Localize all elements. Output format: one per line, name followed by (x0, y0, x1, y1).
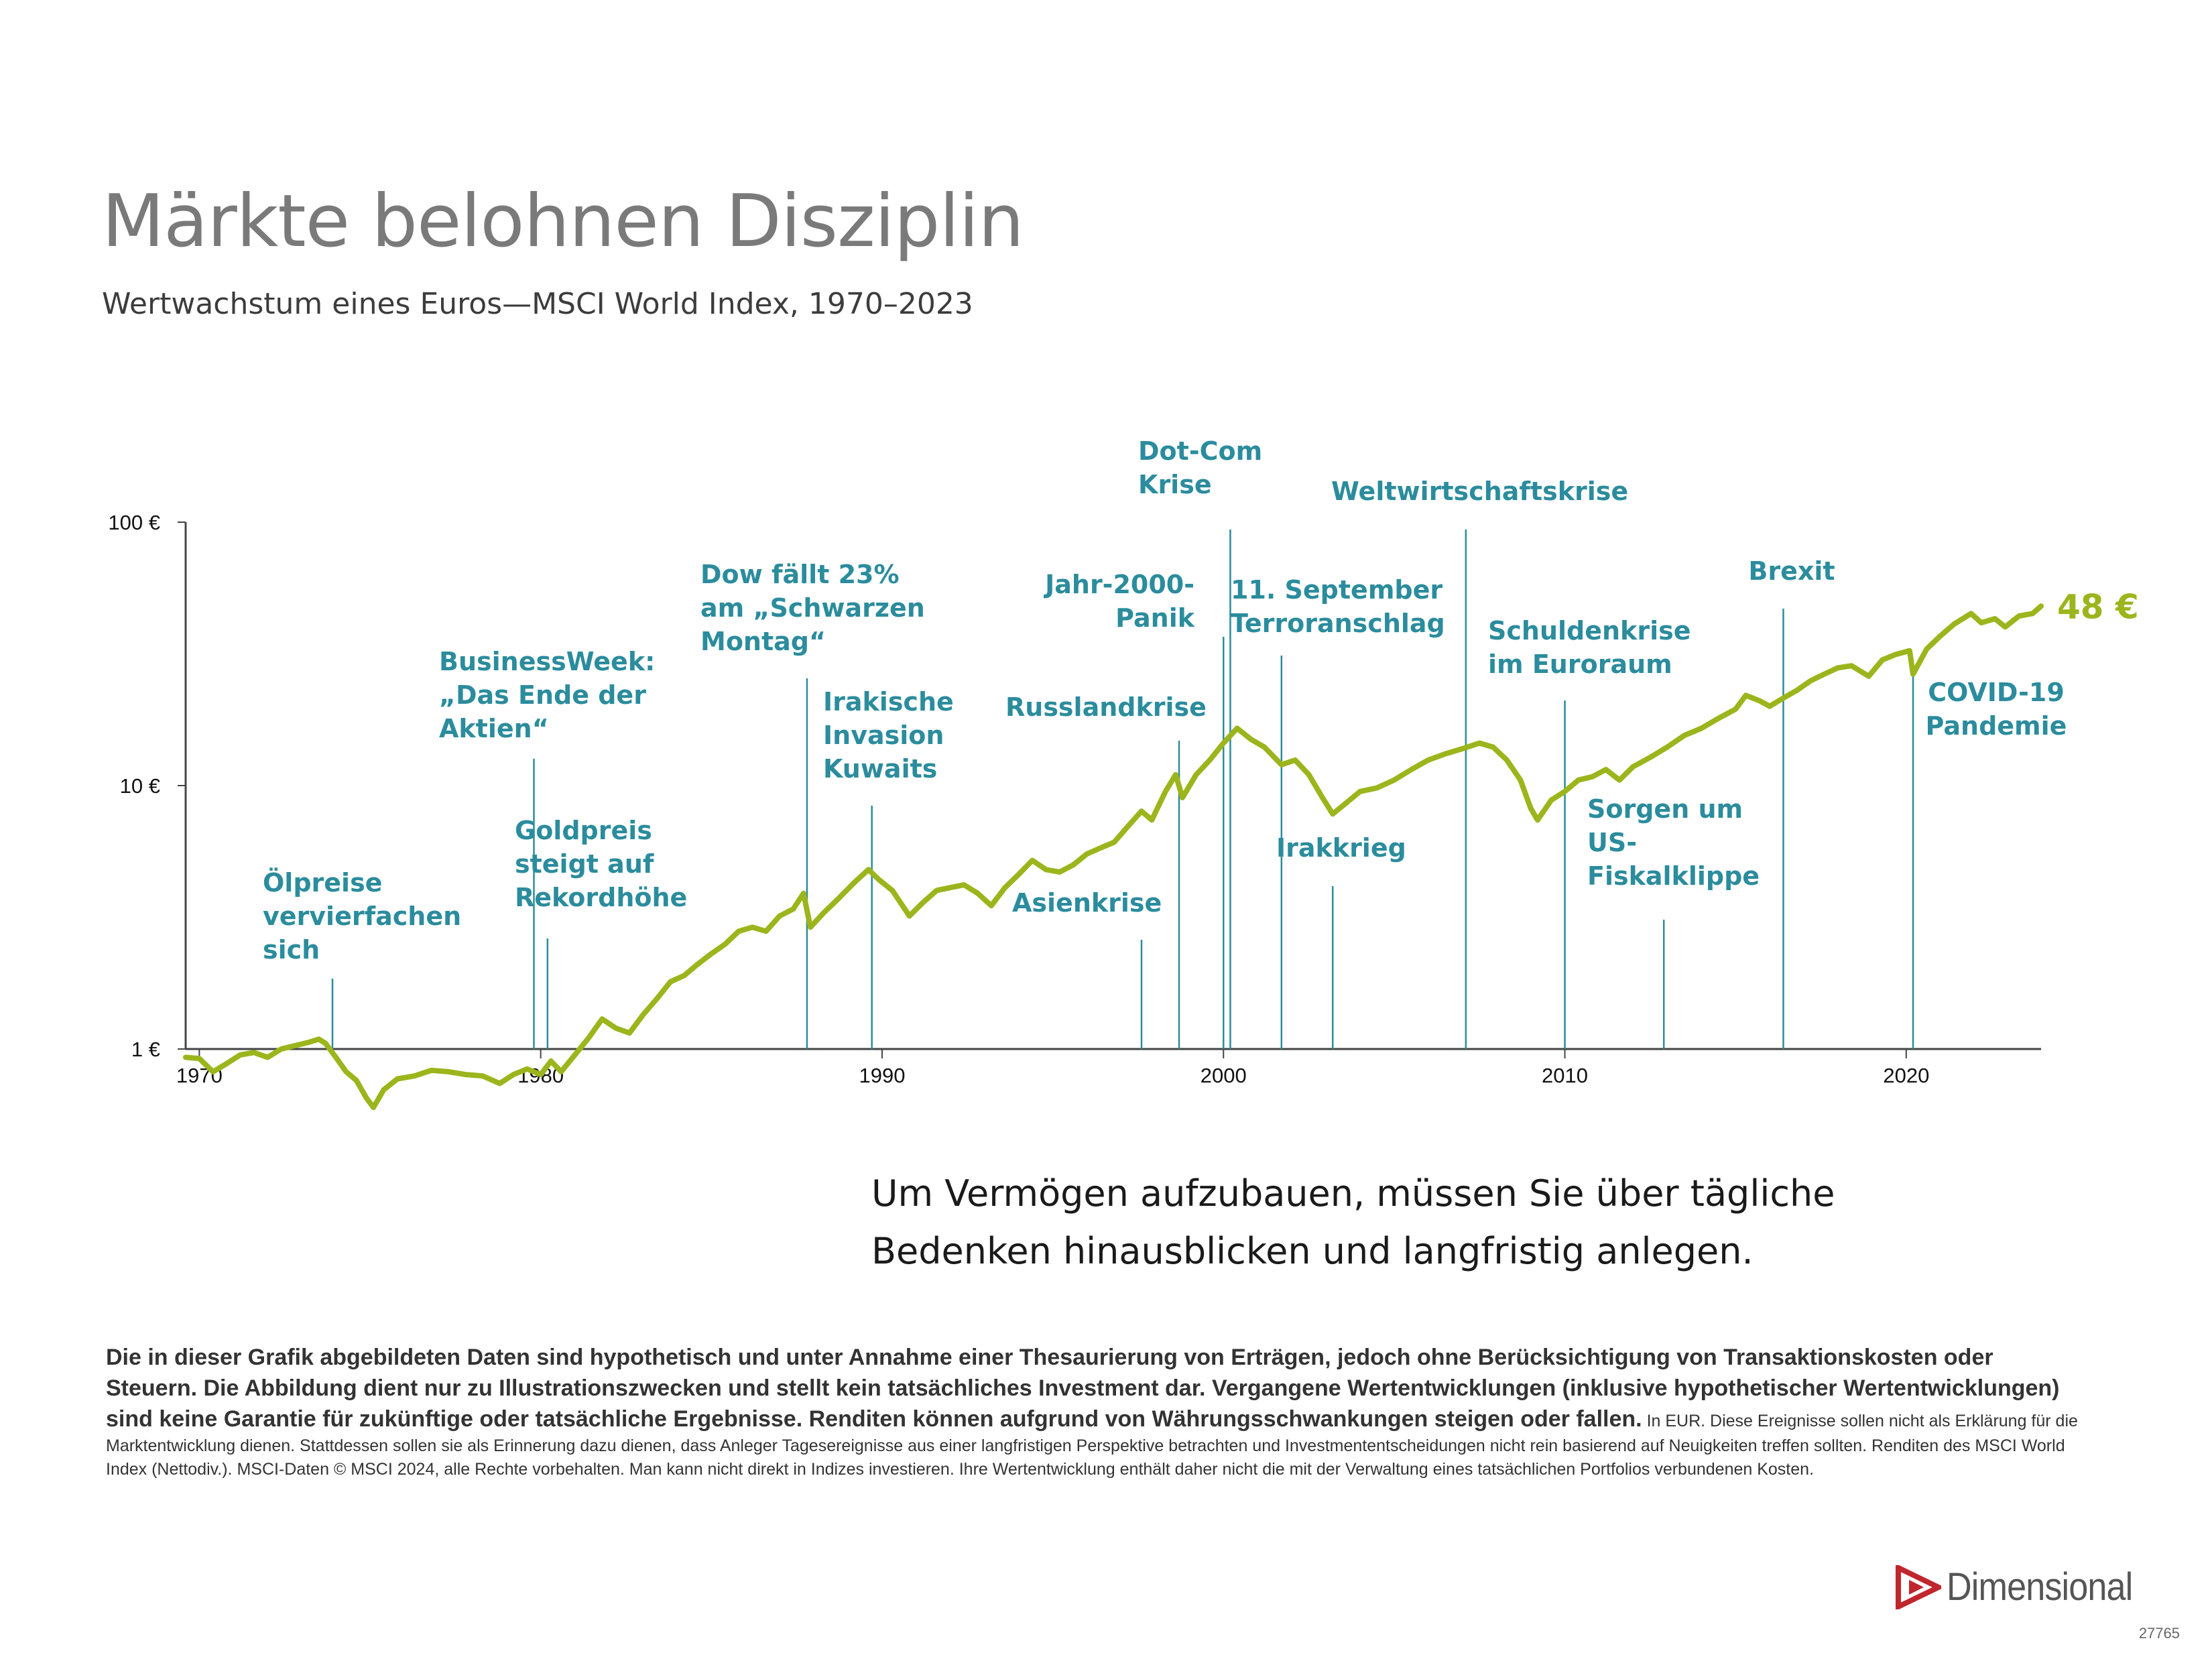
event-label: Irakische Invasion Kuwaits (823, 687, 954, 784)
event-label-line: Goldpreis (515, 816, 652, 845)
dimensional-logo: Dimensional (1896, 1564, 2153, 1609)
event-label-line: Ölpreise (263, 868, 382, 898)
event-label: Dot-Com Krise (1138, 436, 1262, 499)
event-label: Weltwirtschaftskrise (1331, 477, 1628, 506)
disclaimer-text: In EUR. Diese Ereignisse sollen nicht al… (106, 1412, 2078, 1479)
event-label-line: Schuldenkrise (1488, 616, 1691, 645)
key-message: Um Vermögen aufzubauen, müssen Sie über … (871, 1165, 2011, 1280)
event-label-line: „Das Ende der (439, 680, 646, 710)
event-label-line: Panik (1115, 603, 1195, 633)
disclaimer-bold: Die in dieser Grafik abgebildeten Daten … (106, 1345, 2060, 1432)
page-title: Märkte belohnen Disziplin (102, 180, 1024, 263)
event-label-line: am „Schwarzen (700, 593, 925, 623)
event-label-line: Jahr-2000- (1043, 570, 1194, 599)
event-label-line: Irakische (823, 687, 954, 717)
event-label-line: Fiskalklippe (1587, 861, 1760, 891)
event-label-line: Rekordhöhe (515, 883, 687, 912)
event-label-line: Dot-Com (1138, 436, 1262, 466)
event-label: Brexit (1748, 556, 1835, 586)
event-label-line: im Euroraum (1488, 650, 1672, 679)
key-message-line-1: Um Vermögen aufzubauen, müssen Sie über … (871, 1172, 1835, 1215)
event-label-line: Irakkrieg (1276, 833, 1406, 863)
dimensional-logo-text: Dimensional (1947, 1565, 2133, 1609)
chart-axes: 1 €10 €100 €1970 1980 1990 2000 2010 2020 (108, 511, 2041, 1087)
event-label-line: Invasion (823, 721, 944, 750)
end-value-label: 48 € (2057, 587, 2139, 626)
event-label-line: steigt auf (515, 849, 654, 879)
event-label-line: Pandemie (1926, 711, 2067, 741)
event-label: Irakkrieg (1276, 833, 1406, 863)
event-label: Asienkrise (1012, 888, 1162, 918)
event-label-line: Brexit (1748, 556, 1835, 586)
x-tick-label: 1990 (859, 1064, 905, 1087)
event-label-line: Russlandkrise (1005, 692, 1207, 722)
event-label-line: vervierfachen (263, 902, 461, 931)
event-label-line: Montag“ (700, 627, 826, 656)
event-label: Schuldenkrise im Euroraum (1488, 616, 1691, 679)
series-line (183, 603, 2044, 1111)
event-label: Russlandkrise (1005, 692, 1207, 722)
event-label: Dow fällt 23% am „Schwarzen Montag“ (700, 560, 925, 656)
event-label: Goldpreis steigt auf Rekordhöhe (515, 816, 687, 912)
disclaimer: Die in dieser Grafik abgebildeten Daten … (106, 1342, 2090, 1481)
event-markers: Ölpreise vervierfachen sich BusinessWeek: „D… (263, 436, 2067, 1049)
event-label-line: Aktien“ (439, 714, 549, 743)
event-label-line: Dow fällt 23% (700, 560, 900, 589)
event-label-line: COVID-19 (1928, 678, 2065, 707)
event-label-line: Weltwirtschaftskrise (1331, 477, 1628, 506)
document-id: 27765 (2138, 1625, 2180, 1642)
event-label-line: BusinessWeek: (439, 647, 655, 676)
event-label: Sorgen um US- Fiskalklippe (1587, 794, 1760, 891)
dimensional-logo-icon (1896, 1564, 1941, 1609)
event-label-line: sich (263, 935, 320, 965)
page-subtitle: Wertwachstum eines Euros—MSCI World Inde… (102, 287, 973, 321)
x-tick-label: 2000 (1201, 1064, 1247, 1087)
event-label: Jahr-2000- Panik (1043, 570, 1195, 633)
event-label-line: Asienkrise (1012, 888, 1162, 918)
y-tick-label: 100 € (108, 511, 160, 534)
series-group: 48 € (183, 587, 2139, 1111)
event-label: BusinessWeek: „Das Ende der Aktien“ (439, 647, 655, 743)
x-tick-label: 2020 (1883, 1064, 1929, 1087)
event-label-line: Kuwaits (823, 754, 937, 784)
y-tick-label: 10 € (120, 774, 160, 798)
event-label-line: Krise (1138, 470, 1212, 499)
event-label: COVID-19 Pandemie (1926, 678, 2067, 741)
x-tick-label: 2010 (1542, 1064, 1588, 1087)
y-tick-label: 1 € (131, 1038, 160, 1061)
event-label-line: Sorgen um (1587, 794, 1743, 824)
event-label-line: US- (1587, 828, 1637, 857)
event-label-line: 11. September (1231, 575, 1442, 605)
event-label-line: Terroranschlag (1231, 609, 1445, 638)
event-label: 11. September Terroranschlag (1231, 575, 1445, 638)
event-label: Ölpreise vervierfachen sich (263, 868, 461, 965)
key-message-line-2: Bedenken hinausblicken und langfristig a… (871, 1230, 1754, 1272)
growth-chart: 1 €10 €100 €1970 1980 1990 2000 2010 2020 Ölp… (108, 436, 2139, 1111)
